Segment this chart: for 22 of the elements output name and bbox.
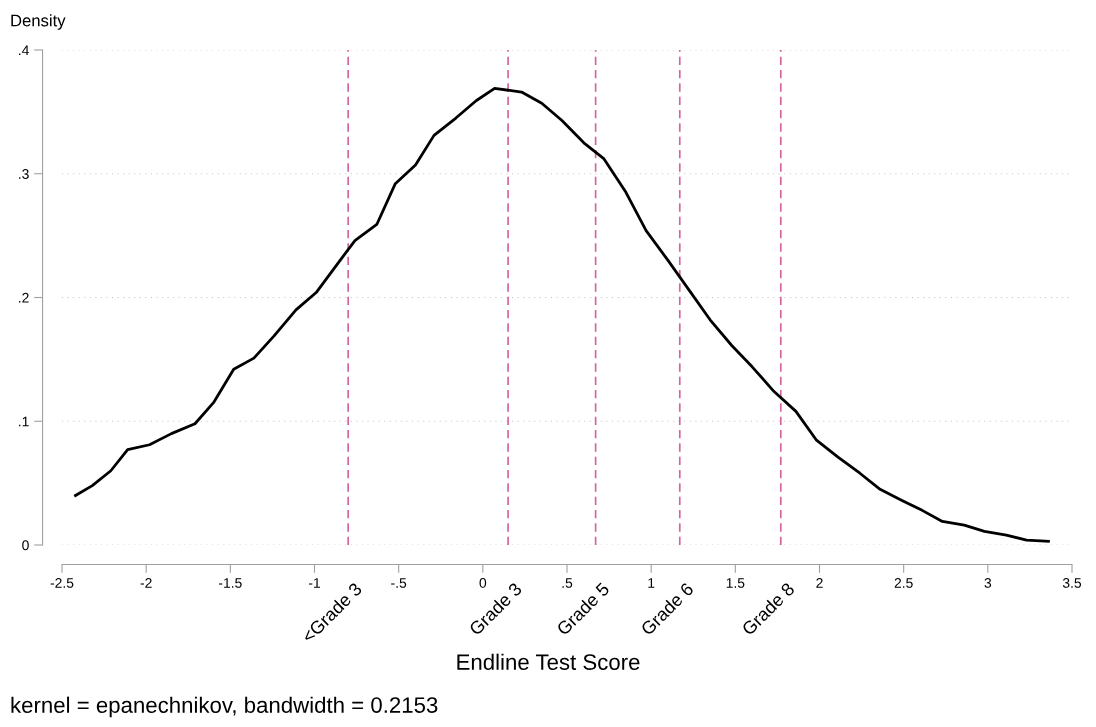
y-tick-label: .1 <box>19 416 29 427</box>
y-tick-label: .3 <box>19 169 29 179</box>
x-tick-label: 2.5 <box>894 578 913 588</box>
line-series <box>74 86 1050 543</box>
x-tick-label: 2 <box>816 578 823 588</box>
text: kernel = epanechnikov, bandwidth = 0.2153 <box>11 696 438 718</box>
x-tick-label: -1.5 <box>218 578 242 588</box>
x-tick-label: 3 <box>984 578 992 588</box>
y-tick-label: .2 <box>19 292 29 303</box>
x-tick-label: 0 <box>479 578 487 588</box>
x-tick-label: 3.5 <box>1062 578 1082 588</box>
x-tick-label: 1.5 <box>726 578 745 588</box>
x-tick-label: -.5 <box>391 578 407 588</box>
y-axis-title: Density <box>11 14 66 30</box>
x-tick-label: -2 <box>140 578 152 588</box>
x-axis-title: Endline Test Score <box>457 653 640 670</box>
y-tick-label: 0 <box>22 540 29 551</box>
x-tick-label: -2.5 <box>50 578 74 588</box>
x-tick-label: -1 <box>308 578 320 588</box>
x-tick-label: 1 <box>648 578 655 588</box>
y-tick-label: .4 <box>19 45 29 56</box>
x-tick-label: .5 <box>562 578 573 588</box>
